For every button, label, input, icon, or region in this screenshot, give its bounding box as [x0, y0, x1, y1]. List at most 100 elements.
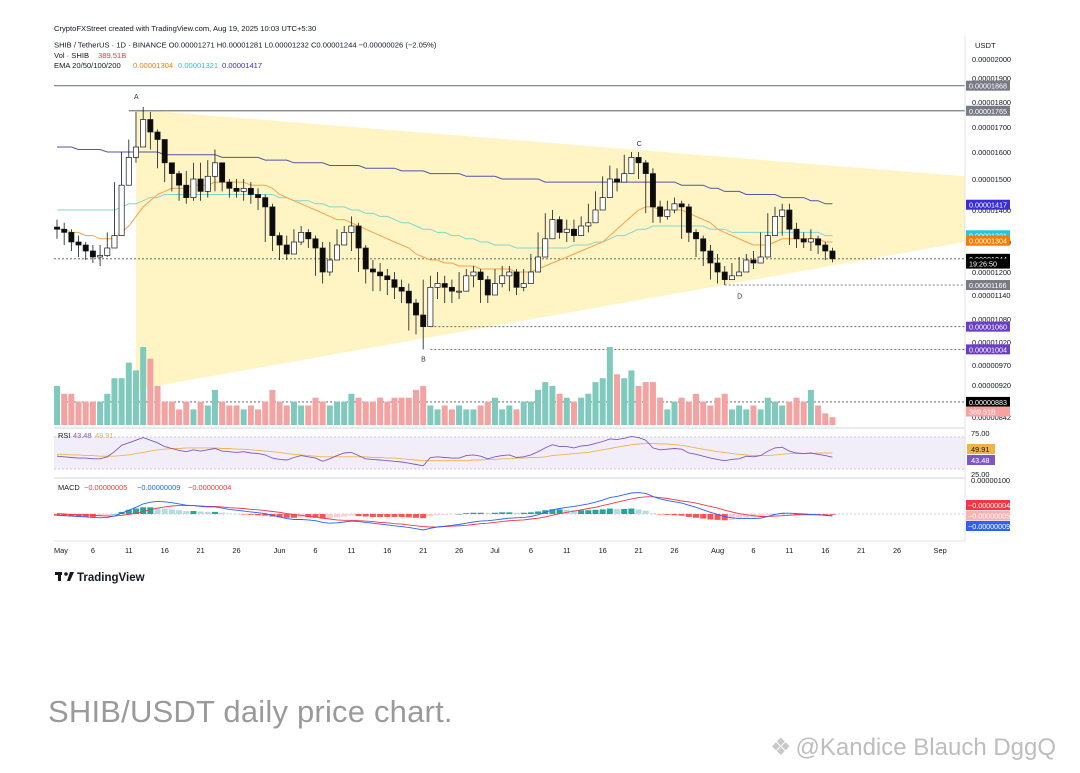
price-tag-bg — [966, 406, 1010, 417]
volume-bar — [140, 347, 147, 425]
candle-body — [606, 178, 613, 198]
candle-body — [578, 225, 585, 236]
candle-body — [413, 302, 419, 316]
candle-body — [535, 256, 542, 273]
volume-bar — [642, 382, 649, 425]
pattern-point-labels: A B C D — [134, 94, 742, 363]
macd-histogram-bar — [664, 514, 671, 515]
volume-bar — [104, 393, 111, 425]
candle-body — [298, 232, 305, 243]
macd-histogram-bar — [714, 514, 721, 520]
price-tick-label: 0.00001600 — [972, 148, 1011, 157]
candle-body — [585, 222, 592, 227]
candlesticks[interactable] — [54, 107, 836, 350]
macd-histogram-bar — [226, 513, 233, 515]
chart-canvas[interactable]: CryptoFXStreet created with TradingView.… — [0, 0, 1080, 600]
price-tick-label: 0.00001700 — [972, 123, 1011, 132]
macd-histogram-bar — [491, 512, 498, 514]
candle-body — [405, 290, 412, 304]
macd-histogram-bar — [68, 514, 75, 517]
candle-body — [743, 259, 750, 273]
volume-bar — [219, 401, 226, 425]
volume-bar — [635, 386, 642, 425]
candle-body — [649, 173, 656, 208]
volume-bar — [542, 382, 549, 425]
candle-body — [592, 209, 599, 224]
candle-body — [154, 131, 161, 140]
candle-body — [125, 157, 132, 186]
macd-histogram-bar — [499, 512, 506, 514]
price-tag-text: 0.00001060 — [969, 323, 1007, 332]
rsi-ma-tag: 49.91 — [971, 445, 990, 454]
candle-body — [305, 232, 312, 240]
time-axis-label: Jun — [274, 546, 286, 555]
price-tick-label: 0.00000920 — [972, 381, 1011, 390]
candle-body — [621, 173, 628, 183]
candle-body — [283, 244, 290, 255]
volume-bar — [305, 405, 312, 425]
currency-label: USDT — [975, 41, 996, 50]
macd-histogram-bar — [104, 514, 111, 516]
price-tag-bg — [966, 105, 1010, 116]
candle-body — [68, 232, 75, 243]
volume-bar — [578, 397, 585, 425]
macd-signal-value: −0.00000004 — [188, 483, 231, 492]
time-axis-labels: May 6 11 16 21 26 Jun 6 11 16 21 26 Jul 6 11 16 21 26 Aug 6… — [54, 546, 947, 555]
price-tick-label: 0.00001080 — [972, 315, 1011, 324]
volume-bar — [441, 405, 448, 425]
candle-body — [240, 187, 247, 192]
candle-body — [556, 219, 563, 233]
tradingview-chart[interactable]: CryptoFXStreet created with TradingView.… — [0, 0, 1080, 600]
macd-histogram-bar — [441, 514, 448, 515]
macd-tag-bg — [966, 500, 1010, 510]
pattern-label-a: A — [134, 94, 139, 101]
candle-body — [764, 235, 771, 258]
candle-body — [685, 206, 692, 233]
macd-histogram-bar — [348, 514, 355, 516]
candle-body — [262, 197, 269, 208]
macd-histogram-bar — [649, 513, 656, 514]
candle-body — [391, 279, 398, 288]
price-tick-label: 0.00000842 — [972, 413, 1011, 422]
volume-bar — [355, 397, 362, 425]
price-tag-bg — [966, 258, 1010, 269]
macd-tag-bg — [966, 521, 1010, 531]
volume-bar — [549, 386, 556, 425]
candle-body — [161, 139, 168, 164]
time-axis-label: 16 — [821, 546, 829, 555]
candle-body — [714, 262, 721, 273]
rsi-lines — [56, 435, 833, 467]
volume-bar — [499, 409, 506, 425]
volume-bar — [714, 397, 721, 425]
candle-body — [61, 228, 68, 233]
price-tag-bg — [966, 396, 1010, 407]
macd-tag-text: −0.00000005 — [968, 512, 1010, 521]
time-axis-label: 16 — [599, 546, 607, 555]
rsi-tag-bg — [967, 455, 995, 465]
macd-histogram-bar — [290, 514, 297, 518]
price-tag-bg — [966, 199, 1010, 210]
macd-histogram-bar — [434, 514, 441, 516]
volume-bar — [161, 401, 168, 425]
macd-histogram-bar — [75, 514, 82, 517]
price-tag-text: 0.00001868 — [969, 82, 1007, 91]
volume-bar — [815, 405, 822, 425]
price-tag-text: 0.00001765 — [969, 107, 1007, 116]
tradingview-logo-text: TradingView — [77, 572, 145, 584]
macd-histogram-bar — [793, 514, 800, 515]
volume-bar — [614, 374, 621, 425]
time-axis-label: Jul — [490, 546, 500, 555]
candle-body — [700, 238, 707, 252]
price-axis-tags: 0.000018680.000017650.000014170.00001321… — [966, 80, 1010, 417]
macd-histogram-bar — [456, 514, 463, 515]
candle-body — [513, 271, 520, 288]
macd-histogram-bar — [183, 511, 190, 514]
volume-bars — [54, 347, 836, 425]
candle-body — [168, 162, 175, 174]
watermark-diamond-icon: ❖ — [770, 734, 792, 761]
volume-bar — [599, 378, 606, 425]
time-axis-label: Aug — [711, 546, 724, 555]
macd-tag-bg — [966, 510, 1010, 521]
candle-body — [470, 271, 477, 277]
candle-body — [599, 197, 606, 211]
